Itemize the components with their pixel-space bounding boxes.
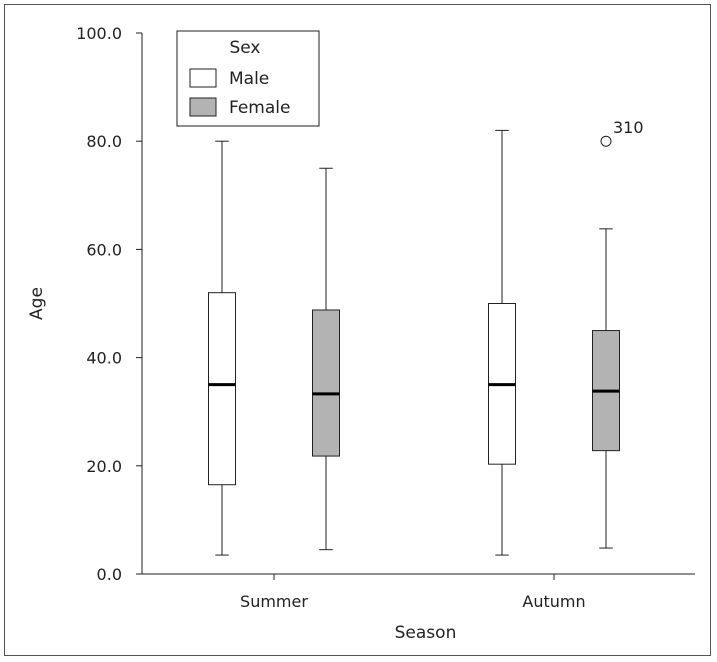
box-male-summer [208, 140, 236, 556]
boxes: 310 [208, 118, 644, 556]
y-tick-label: 0.0 [97, 565, 122, 584]
legend-title: Sex [229, 38, 260, 58]
x-tick-label: Summer [240, 592, 308, 611]
iqr-box [208, 292, 236, 486]
iqr-box [312, 309, 340, 457]
x-axis-title: Season [395, 623, 457, 643]
legend-label-female: Female [229, 98, 290, 118]
y-tick-label: 100.0 [76, 24, 122, 43]
y-tick-label: 40.0 [86, 349, 122, 368]
legend-label-male: Male [229, 69, 269, 89]
legend-swatch-male [189, 68, 217, 88]
legend: Sex Male Female [176, 30, 320, 127]
y-tick-label: 20.0 [86, 457, 122, 476]
y-axis-title: Age [27, 287, 47, 320]
y-tick-label: 80.0 [86, 132, 122, 151]
axes: 0.0 20.0 40.0 60.0 80.0 100.0 Summer Autumn Seas… [27, 24, 695, 643]
y-tick-label: 60.0 [86, 240, 122, 259]
box-female-autumn: 310 [592, 118, 644, 549]
outlier-label: 310 [613, 118, 644, 137]
chart-frame [4, 4, 711, 656]
outlier-point [600, 135, 612, 147]
x-tick-label: Autumn [522, 592, 585, 611]
legend-swatch-female [189, 97, 217, 117]
box-female-summer [312, 167, 340, 551]
box-male-autumn [488, 129, 516, 556]
